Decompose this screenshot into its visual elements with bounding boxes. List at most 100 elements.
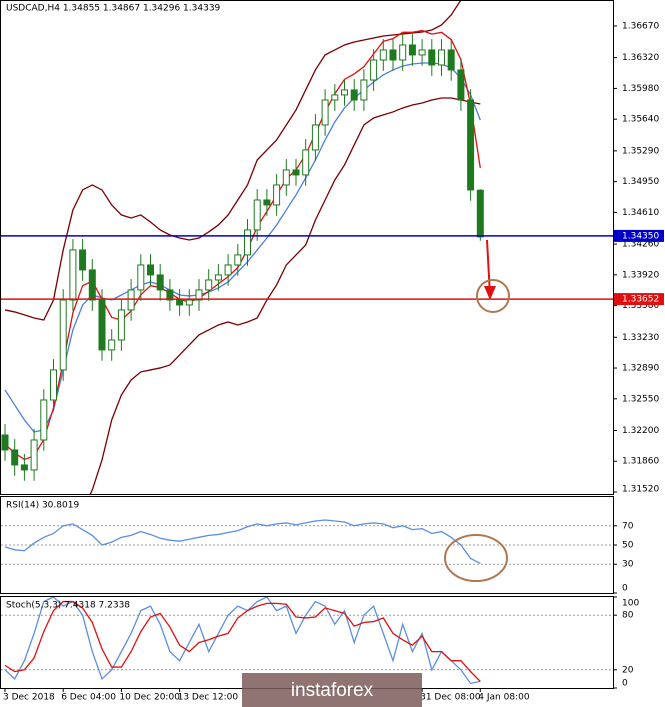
panel-title: Stoch(5,3,3) 7.4318 7.2338 [6,601,130,611]
x-tick-label: 4 Jan 08:00 [478,693,530,703]
candle-body [147,264,154,276]
candle-body [253,199,261,231]
y-tick-label: 30 [622,560,634,570]
candle-body [234,254,242,266]
rsi-circle [444,534,508,582]
candle-body [176,299,184,306]
indicator-line [4,29,481,461]
candle-body [11,449,19,466]
y-tick-label: 1.33230 [622,333,659,343]
y-tick-label: 1.36670 [622,21,659,31]
y-tick-label: 1.35640 [622,115,659,125]
watermark: instaforex [242,673,422,707]
candle-body [108,339,116,351]
candle-body [127,289,135,311]
candle-body [341,89,348,96]
watermark-box [242,673,422,707]
candle-body [428,49,436,66]
y-tick-label: 1.34610 [622,208,659,218]
y-tick-label: 0 [622,584,628,594]
y-tick-label: 80 [622,611,634,621]
candle-body [273,184,281,206]
candle-body [40,399,48,441]
candle-body [311,124,319,151]
candle-body [117,309,125,341]
candle-body [389,49,397,61]
indicator-line [89,97,481,494]
candle-body [224,264,232,276]
candle-body [331,94,339,101]
y-tick-label: 1.36320 [622,53,659,63]
y-tick-label: 1.35290 [622,146,659,156]
indicator-line [4,62,481,433]
watermark-text: instaforex [291,680,374,701]
y-tick-label: 1.34260 [622,240,659,250]
indicator-line [4,519,481,565]
candle-body [50,369,57,401]
candle-body [321,99,329,126]
candle-body [195,289,203,301]
candle-body [1,434,9,451]
y-tick-label: 100 [622,599,639,609]
indicator-line [4,597,481,685]
candle-body [370,59,378,81]
y-tick-label: 50 [622,541,634,551]
y-tick-label: 1.32550 [622,394,659,404]
x-tick-label: 6 Dec 04:00 [61,693,116,703]
candle-body [282,169,290,186]
candle-body [166,289,174,301]
level-label-box [614,229,664,242]
candle-body [379,49,387,61]
level-label: 1.34350 [622,231,659,241]
candle-body [418,49,426,56]
arrow-shaft [486,239,491,296]
candle-body [59,299,67,371]
candle-body [408,44,416,56]
main-frame [0,0,614,495]
x-tick-label: 3 Dec 2018 [3,693,55,703]
y-tick-label: 0 [622,679,628,689]
y-tick-label: 20 [622,665,634,675]
candle-body [98,299,106,351]
target-circle [476,279,510,313]
candle-body [244,229,251,256]
candle-body [360,79,368,101]
candle-body [205,279,213,291]
candle-body [438,49,445,66]
level-label: 1.33652 [622,295,659,305]
candle-body [20,464,28,471]
y-tick-label: 1.32200 [622,426,659,436]
y-tick-label: 1.32890 [622,364,659,374]
candle-body [263,199,271,206]
candle-body [214,274,222,281]
candle-body [156,274,164,291]
candle-body [69,249,77,301]
x-tick-label: 13 Dec 12:00 [178,693,239,703]
indicator-line [4,600,481,682]
x-tick-label: 10 Dec 20:00 [119,693,180,703]
panel-title: USDCAD,H4 1.34855 1.34867 1.34296 1.3433… [6,4,221,14]
x-tick-label: 31 Dec 08:00 [420,693,481,703]
panel-title: RSI(14) 30.8019 [6,501,79,511]
candle-body [292,169,300,176]
annotations [444,239,510,582]
y-tick-label: 1.34950 [622,177,659,187]
candle-body [457,69,465,101]
candle-body [476,189,484,238]
arrow-head [484,286,496,300]
candle-body [399,44,407,61]
candle-body [79,249,87,271]
y-tick-label: 1.31520 [622,485,659,495]
y-tick-label: 1.31860 [622,457,659,467]
candle-body [350,89,358,101]
candle-body [137,264,145,291]
candle-body [88,269,96,301]
y-tick-label: 1.33920 [622,270,659,280]
y-tick-label: 1.35980 [622,84,659,94]
y-tick-label: 70 [622,521,634,531]
y-tick-label: 1.33580 [622,301,659,311]
candle-body [302,149,310,176]
level-label-box [614,293,664,306]
